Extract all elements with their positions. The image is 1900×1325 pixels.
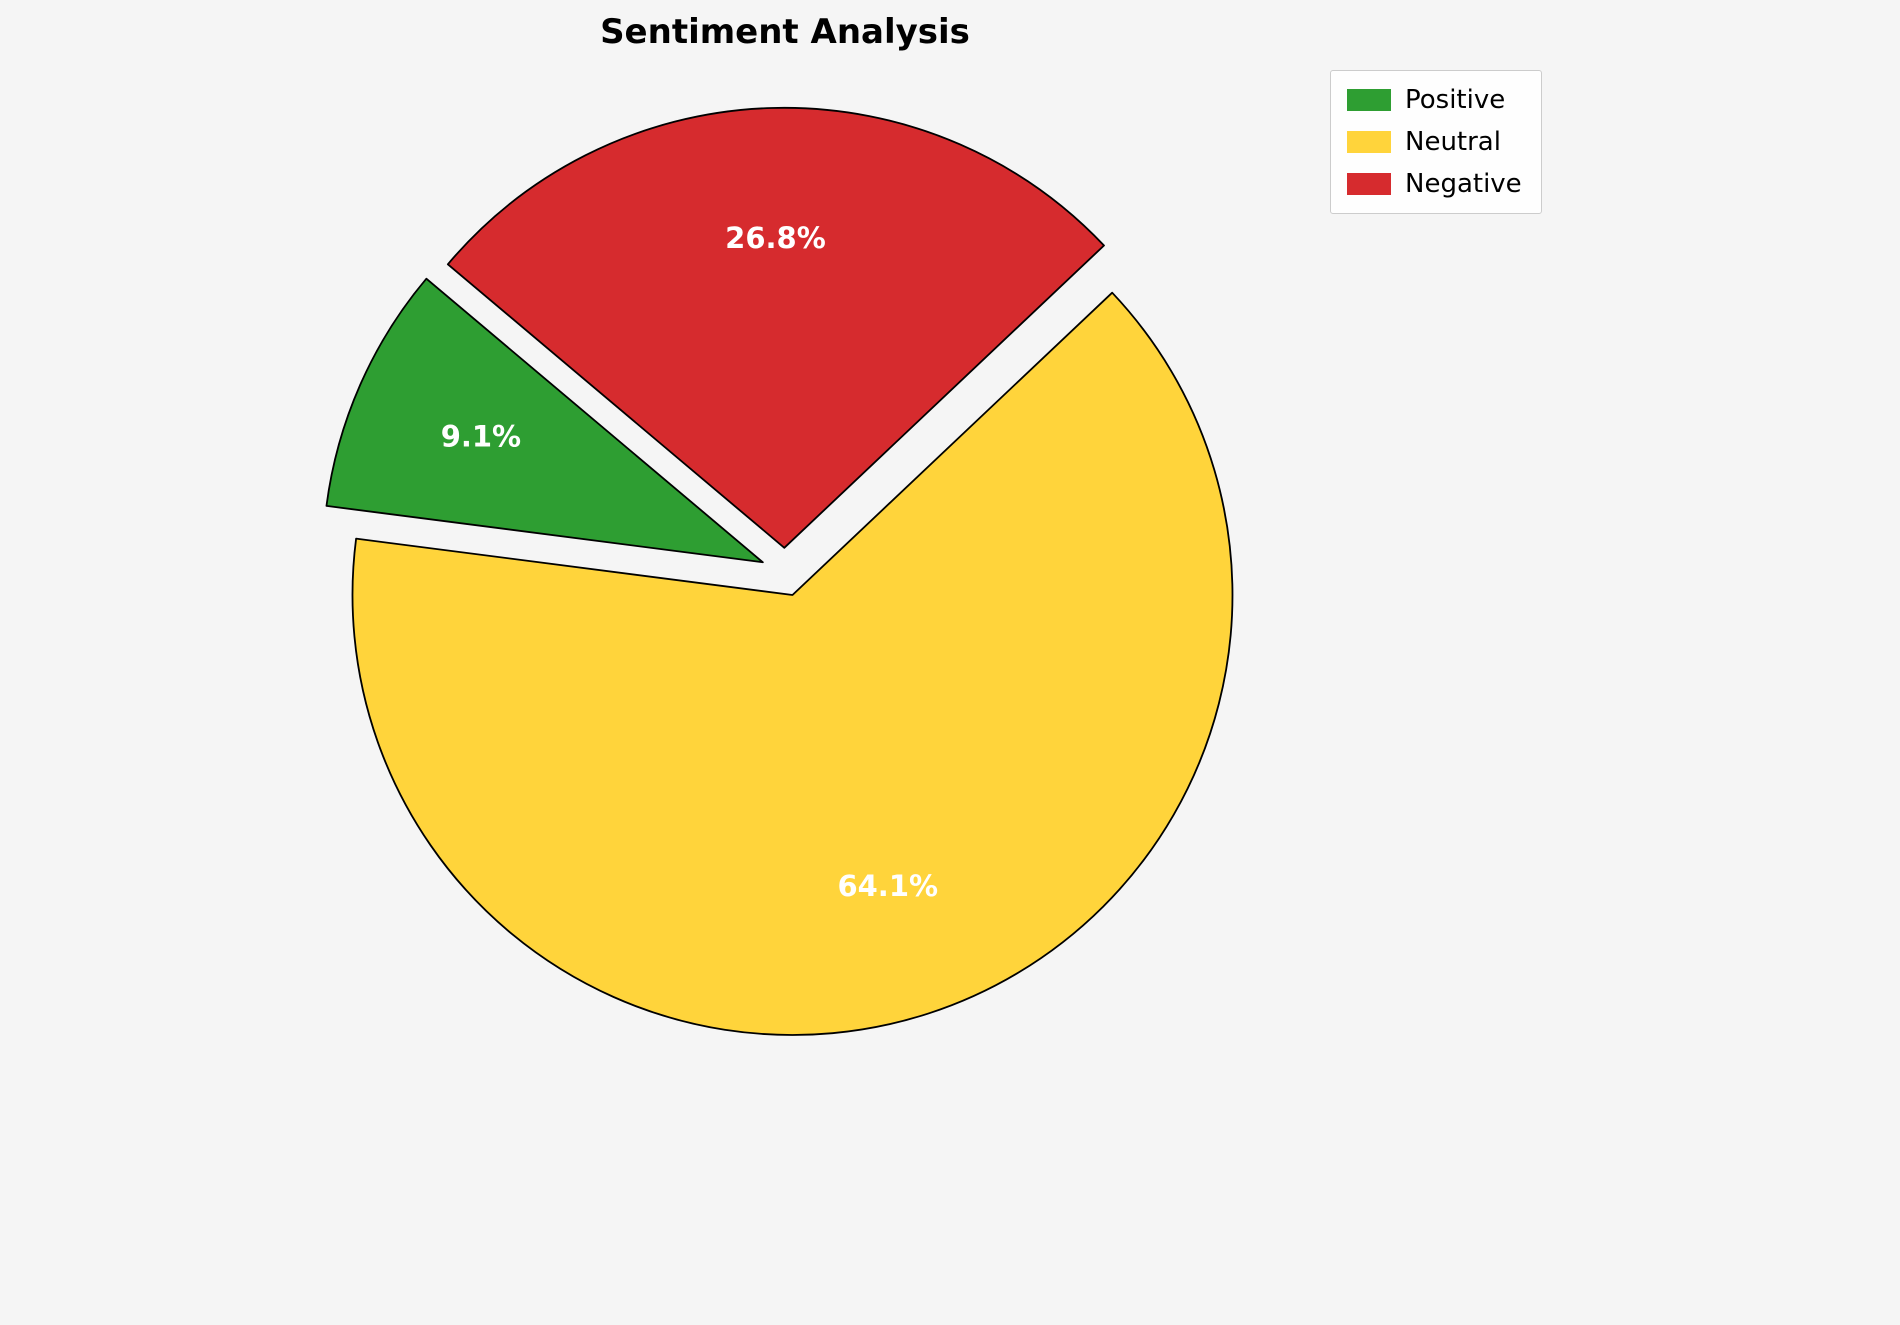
pie-slice-positive	[325, 277, 764, 564]
legend-swatch-negative	[1347, 173, 1391, 195]
legend-swatch-positive	[1347, 89, 1391, 111]
legend-swatch-neutral	[1347, 131, 1391, 153]
legend-item-positive: Positive	[1347, 85, 1525, 115]
pie-percentage-label-positive: 9.1%	[441, 419, 521, 453]
legend: Positive Neutral Negative	[1330, 70, 1542, 214]
legend-label-negative: Negative	[1405, 169, 1522, 199]
pie-slice-neutral	[351, 291, 1234, 1036]
legend-label-positive: Positive	[1405, 85, 1506, 115]
legend-item-neutral: Neutral	[1347, 127, 1525, 157]
pie-percentage-label-neutral: 64.1%	[837, 869, 938, 903]
legend-label-neutral: Neutral	[1405, 127, 1501, 157]
pie-percentage-label-negative: 26.8%	[725, 221, 826, 255]
chart-title: Sentiment Analysis	[600, 12, 970, 52]
legend-item-negative: Negative	[1347, 169, 1525, 199]
pie-slice-negative	[446, 106, 1105, 549]
